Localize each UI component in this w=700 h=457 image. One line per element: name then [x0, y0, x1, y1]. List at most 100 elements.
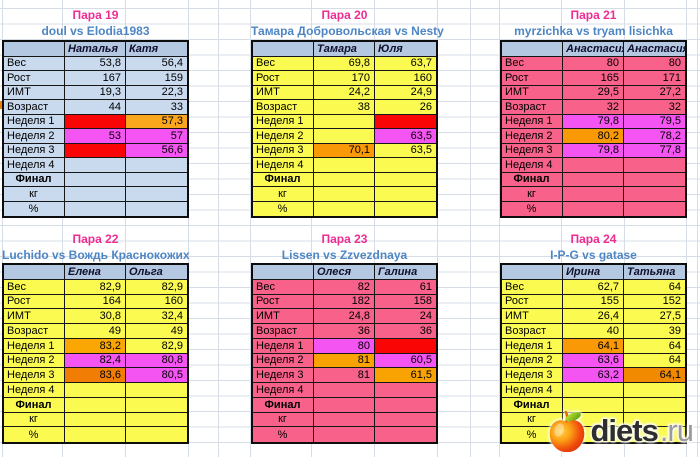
value-cell[interactable]: 26,4	[563, 309, 624, 324]
value-cell[interactable]	[624, 158, 685, 173]
value-cell[interactable]: 160	[375, 71, 436, 86]
row-label-cell[interactable]: кг	[253, 412, 314, 428]
row-label-cell[interactable]: Вес	[253, 279, 314, 295]
value-cell[interactable]	[314, 114, 375, 129]
row-label-cell[interactable]: %	[4, 427, 65, 442]
value-cell[interactable]: 24,8	[314, 309, 375, 324]
row-label-cell[interactable]: %	[253, 427, 314, 442]
value-cell[interactable]: 82	[314, 279, 375, 295]
value-cell[interactable]: 22,3	[126, 85, 187, 100]
row-label-cell[interactable]: Вес	[502, 56, 563, 71]
value-cell[interactable]: 62,7	[563, 279, 624, 295]
row-label-cell[interactable]: Неделя 1	[4, 338, 65, 354]
value-cell[interactable]: 164	[65, 294, 126, 310]
row-label-cell[interactable]: Неделя 2	[253, 353, 314, 369]
value-cell[interactable]: 64,1	[624, 368, 685, 383]
row-label-cell[interactable]: %	[4, 201, 65, 216]
row-label-cell[interactable]: Неделя 2	[502, 353, 563, 369]
value-cell[interactable]: 83,6	[65, 368, 126, 383]
value-cell[interactable]	[375, 158, 436, 173]
row-label-cell[interactable]: Финал	[4, 397, 65, 413]
row-label-cell[interactable]: Неделя 2	[253, 129, 314, 144]
value-cell[interactable]	[563, 187, 624, 202]
value-cell[interactable]: 79,5	[624, 114, 685, 129]
row-label-cell[interactable]: Неделя 3	[253, 143, 314, 158]
value-cell[interactable]: 69,8	[314, 56, 375, 71]
value-cell[interactable]: 32	[563, 100, 624, 115]
value-cell[interactable]: 160	[126, 294, 187, 310]
value-cell[interactable]: 63,6	[563, 353, 624, 369]
value-cell[interactable]	[375, 114, 436, 129]
row-label-cell[interactable]: Неделя 4	[4, 383, 65, 398]
row-label-cell[interactable]: ИМТ	[4, 309, 65, 324]
player2-name-cell[interactable]: Галина	[375, 265, 436, 280]
row-label-cell[interactable]: Рост	[253, 71, 314, 86]
row-label-cell[interactable]: Неделя 2	[502, 129, 563, 144]
value-cell[interactable]: 44	[65, 100, 126, 115]
value-cell[interactable]: 78,2	[624, 129, 685, 144]
value-cell[interactable]	[375, 412, 436, 428]
value-cell[interactable]	[624, 201, 685, 216]
value-cell[interactable]: 80	[314, 338, 375, 354]
row-label-cell[interactable]: Неделя 3	[4, 368, 65, 383]
player1-name-cell[interactable]: Ирина	[563, 265, 624, 280]
value-cell[interactable]	[126, 383, 187, 398]
value-cell[interactable]	[563, 158, 624, 173]
value-cell[interactable]	[314, 383, 375, 398]
row-label-cell[interactable]: Финал	[4, 172, 65, 187]
row-label-cell[interactable]: Рост	[253, 294, 314, 310]
row-label-cell[interactable]: Неделя 4	[253, 383, 314, 398]
value-cell[interactable]: 80,8	[126, 353, 187, 369]
value-cell[interactable]	[624, 383, 685, 398]
row-label-cell[interactable]: ИМТ	[502, 309, 563, 324]
corner-cell[interactable]	[253, 265, 314, 280]
value-cell[interactable]: 36	[375, 324, 436, 339]
value-cell[interactable]	[375, 427, 436, 442]
value-cell[interactable]: 158	[375, 294, 436, 310]
player2-name-cell[interactable]: Татьяна	[624, 265, 685, 280]
value-cell[interactable]: 24	[375, 309, 436, 324]
value-cell[interactable]: 27,5	[624, 309, 685, 324]
value-cell[interactable]	[65, 412, 126, 428]
corner-cell[interactable]	[502, 265, 563, 280]
value-cell[interactable]	[314, 158, 375, 173]
row-label-cell[interactable]: Рост	[4, 294, 65, 310]
value-cell[interactable]: 61	[375, 279, 436, 295]
row-label-cell[interactable]: Неделя 3	[502, 143, 563, 158]
row-label-cell[interactable]: Возраст	[253, 324, 314, 339]
value-cell[interactable]	[126, 397, 187, 413]
row-label-cell[interactable]: Возраст	[253, 100, 314, 115]
row-label-cell[interactable]: Неделя 1	[253, 114, 314, 129]
value-cell[interactable]	[624, 427, 685, 442]
value-cell[interactable]	[624, 187, 685, 202]
value-cell[interactable]: 159	[126, 71, 187, 86]
value-cell[interactable]: 33	[126, 100, 187, 115]
value-cell[interactable]: 32,4	[126, 309, 187, 324]
value-cell[interactable]	[65, 383, 126, 398]
row-label-cell[interactable]: Неделя 1	[502, 338, 563, 354]
value-cell[interactable]: 63,2	[563, 368, 624, 383]
row-label-cell[interactable]: кг	[4, 412, 65, 428]
value-cell[interactable]: 40	[563, 324, 624, 339]
player2-name-cell[interactable]: Ольга	[126, 265, 187, 280]
value-cell[interactable]: 64	[624, 279, 685, 295]
row-label-cell[interactable]: ИМТ	[502, 85, 563, 100]
row-label-cell[interactable]: Неделя 3	[4, 143, 65, 158]
row-label-cell[interactable]: Финал	[253, 172, 314, 187]
row-label-cell[interactable]: Возраст	[502, 100, 563, 115]
value-cell[interactable]	[126, 158, 187, 173]
value-cell[interactable]: 80,2	[563, 129, 624, 144]
row-label-cell[interactable]: Возраст	[502, 324, 563, 339]
row-label-cell[interactable]: Возраст	[4, 100, 65, 115]
value-cell[interactable]	[65, 427, 126, 442]
value-cell[interactable]	[624, 172, 685, 187]
row-label-cell[interactable]: Неделя 4	[502, 383, 563, 398]
row-label-cell[interactable]: Неделя 3	[502, 368, 563, 383]
value-cell[interactable]	[563, 397, 624, 413]
value-cell[interactable]	[65, 187, 126, 202]
value-cell[interactable]	[314, 427, 375, 442]
value-cell[interactable]: 24,2	[314, 85, 375, 100]
value-cell[interactable]: 30,8	[65, 309, 126, 324]
value-cell[interactable]: 80,5	[126, 368, 187, 383]
row-label-cell[interactable]: Финал	[502, 397, 563, 413]
